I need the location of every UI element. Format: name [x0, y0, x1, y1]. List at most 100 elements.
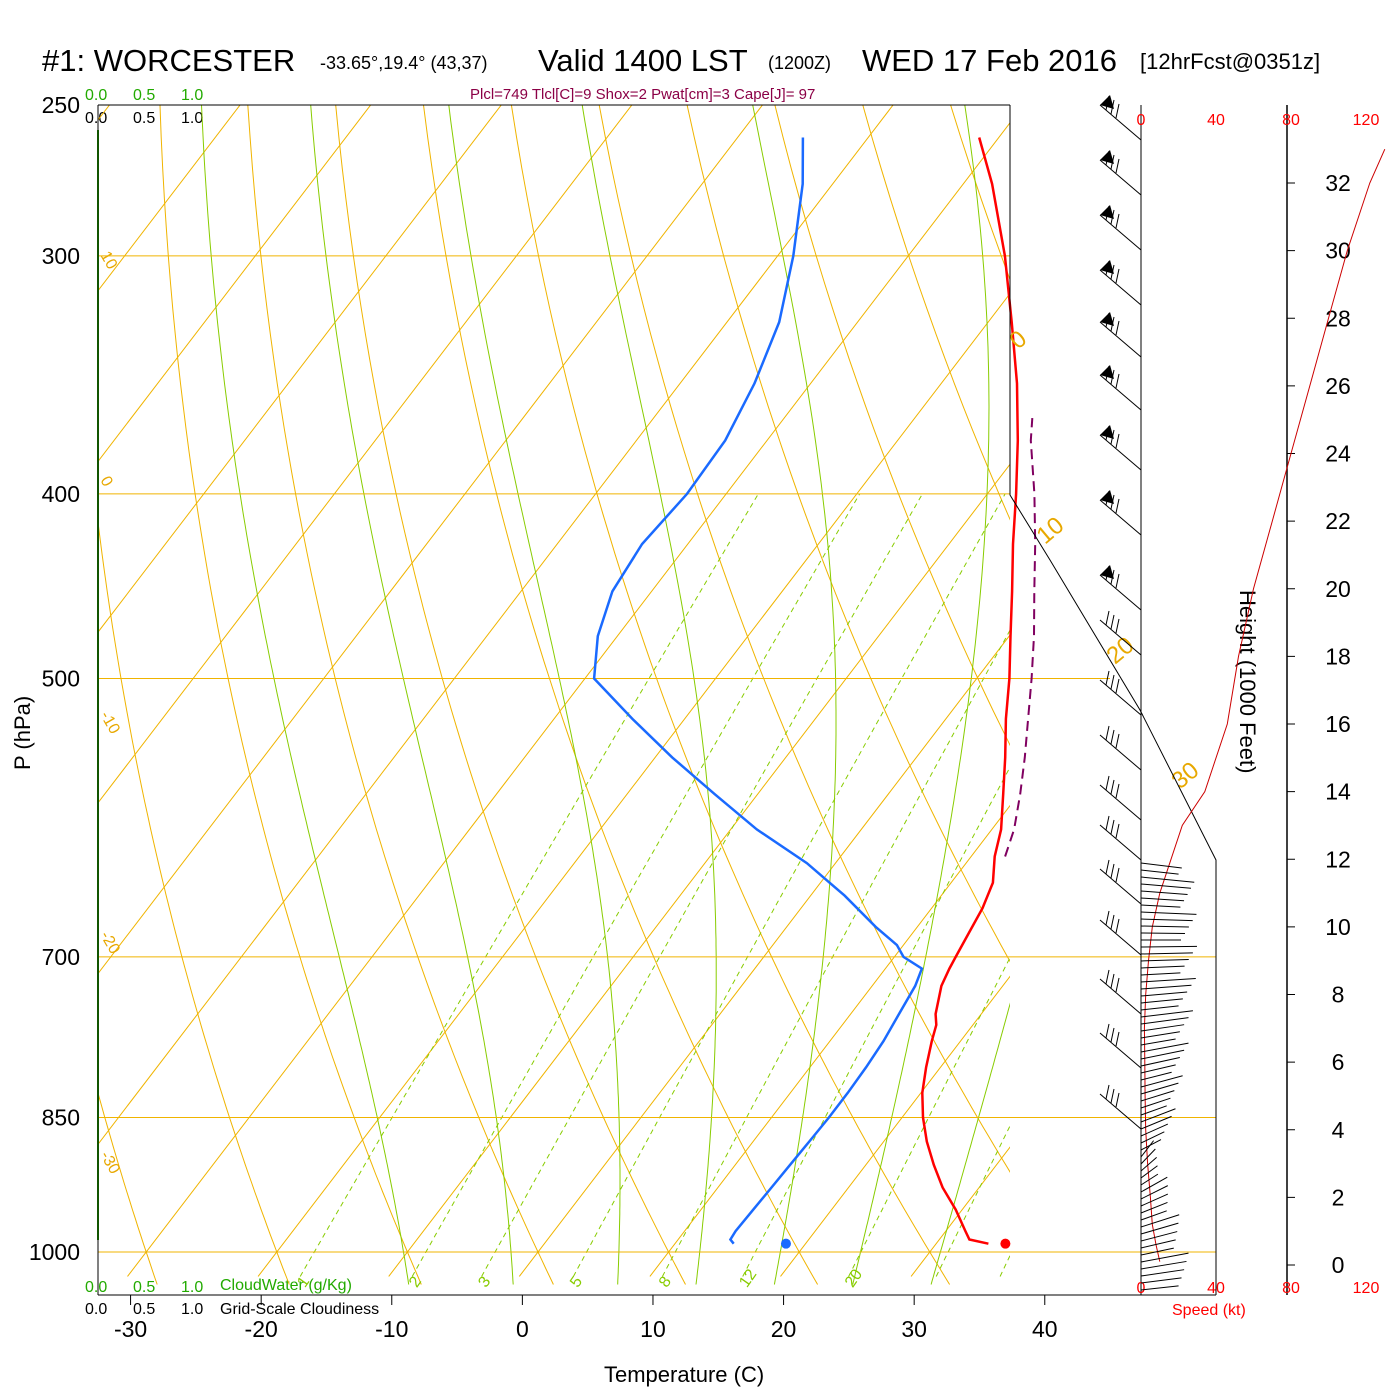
isotherm-line: [98, 105, 502, 633]
wind-barb-feather: [1105, 610, 1110, 626]
wind-barb-feather: [1115, 823, 1120, 839]
wind-barb: [1099, 104, 1142, 141]
x-axis-label: Temperature (C): [604, 1362, 764, 1387]
wind-barb: [1140, 1193, 1169, 1207]
wind-barb-pennant: [1100, 205, 1114, 219]
speed-tick-label-top: 80: [1282, 112, 1300, 129]
isotherm-label-large: 0: [1005, 325, 1033, 354]
wind-barb: [1140, 1064, 1176, 1074]
wind-barb: [1140, 1057, 1180, 1067]
wind-barb: [1140, 925, 1189, 928]
scale-top-black-2: 1.0: [181, 110, 203, 127]
surface-dewpoint-marker: [780, 1238, 791, 1249]
wind-barb-feather: [1110, 973, 1115, 989]
wind-barb-feather: [1115, 783, 1120, 799]
wind-barb: [1140, 1090, 1175, 1102]
wind-barb: [1140, 1201, 1168, 1214]
wind-barb-feather: [1110, 154, 1115, 170]
wind-barb-feather: [1115, 158, 1120, 174]
dry-adiabat-line: [159, 105, 422, 1285]
wind-barb-feather: [1105, 1023, 1110, 1039]
wind-barb: [1140, 876, 1195, 883]
wind-barb: [1099, 269, 1142, 306]
isotherm-line: [1172, 71, 1400, 1276]
wind-barb-feather: [1105, 969, 1110, 985]
scale-bottom-green-0: 0.0: [85, 1279, 107, 1296]
wind-barb-feather: [1105, 425, 1110, 441]
wind-barb-feather: [1105, 365, 1110, 381]
mixing-ratio-line: [999, 1254, 1010, 1277]
wind-barb-feather: [1110, 1088, 1115, 1104]
wind-barb: [1140, 862, 1182, 869]
wind-barb-feather: [1105, 565, 1110, 581]
wind-barb: [1140, 1010, 1193, 1018]
dry-adiabat-line: [98, 1091, 158, 1285]
dry-adiabat-line: [0, 71, 25, 1284]
height-tick-label: 28: [1325, 305, 1351, 331]
wind-barb-feather: [1110, 729, 1115, 745]
wind-barb: [1099, 868, 1142, 905]
scale-bottom-green-2: 1.0: [181, 1279, 203, 1296]
mixing-ratio-line: [299, 493, 759, 1277]
wind-barb: [1099, 499, 1142, 536]
wind-barb: [1099, 321, 1142, 358]
wind-barb: [1140, 958, 1189, 962]
wind-barb: [1140, 1097, 1171, 1109]
temperature-profile: [921, 137, 1020, 1245]
y-axis-label: P (hPa): [10, 696, 35, 770]
surface-temp-marker: [1000, 1238, 1011, 1249]
pressure-tick-label: 500: [42, 666, 80, 692]
wind-barb: [1140, 1214, 1180, 1228]
wind-barb: [1140, 1247, 1174, 1256]
wind-barb: [1140, 1185, 1169, 1200]
wind-barb-feather: [1115, 498, 1120, 514]
wind-barb: [1140, 890, 1188, 895]
wind-barb: [1140, 1082, 1179, 1095]
moist-adiabat-line: [930, 1002, 1010, 1285]
height-tick-label: 26: [1325, 373, 1351, 399]
profiles: [592, 137, 1037, 1249]
wind-barb: [1140, 984, 1192, 990]
wind-barb: [1099, 434, 1142, 471]
valid-date: WED 17 Feb 2016: [862, 43, 1117, 78]
temp-tick-label: 0: [516, 1316, 529, 1342]
scale-bottom-green-1: 0.5: [133, 1279, 155, 1296]
wind-barb: [1099, 784, 1142, 821]
height-tick-label: 30: [1325, 238, 1351, 264]
temp-tick-label: -30: [114, 1316, 147, 1342]
wind-barb: [1140, 869, 1179, 875]
wind-barb-pennant: [1100, 365, 1114, 379]
mixing-ratio-line: [661, 629, 1010, 1277]
wind-barb: [1099, 159, 1142, 196]
wind-barb-feather: [1110, 264, 1115, 280]
moist-adiabat-line: [581, 105, 717, 1285]
wind-barb: [1099, 1093, 1142, 1130]
height-tick-label: 6: [1332, 1049, 1345, 1075]
stability-indices: Plcl=749 Tlcl[C]=9 Shox=2 Pwat[cm]=3 Cap…: [470, 86, 815, 103]
wind-barb-feather: [1110, 819, 1115, 835]
wind-barb: [1099, 978, 1142, 1015]
wind-barb-pennant: [1100, 260, 1114, 274]
pressure-tick-label: 250: [42, 92, 80, 118]
wind-barb-feather: [1110, 779, 1115, 795]
height-tick-label: 14: [1325, 779, 1351, 805]
wind-barb-feather: [1115, 373, 1120, 389]
isotherm-line: [98, 105, 372, 463]
valid-time: Valid 1400 LST: [538, 43, 748, 78]
wind-barb-pennant: [1100, 95, 1114, 109]
wind-barb-pennant: [1100, 490, 1114, 504]
wind-barb: [1099, 919, 1142, 956]
wind-barb-feather: [1115, 918, 1120, 934]
isotherm-line: [388, 463, 1010, 1277]
pressure-tick-label: 400: [42, 481, 80, 507]
wind-barb-feather: [1105, 260, 1110, 276]
wind-barb-feather: [1115, 433, 1120, 449]
wind-barb: [1140, 904, 1181, 908]
speed-tick-label-bottom: 120: [1353, 1280, 1380, 1297]
height-axis-label: Height (1000 Feet): [1235, 590, 1260, 773]
mixing-ratio-label: 12: [736, 1266, 760, 1290]
moist-adiabat-line: [310, 105, 514, 1285]
